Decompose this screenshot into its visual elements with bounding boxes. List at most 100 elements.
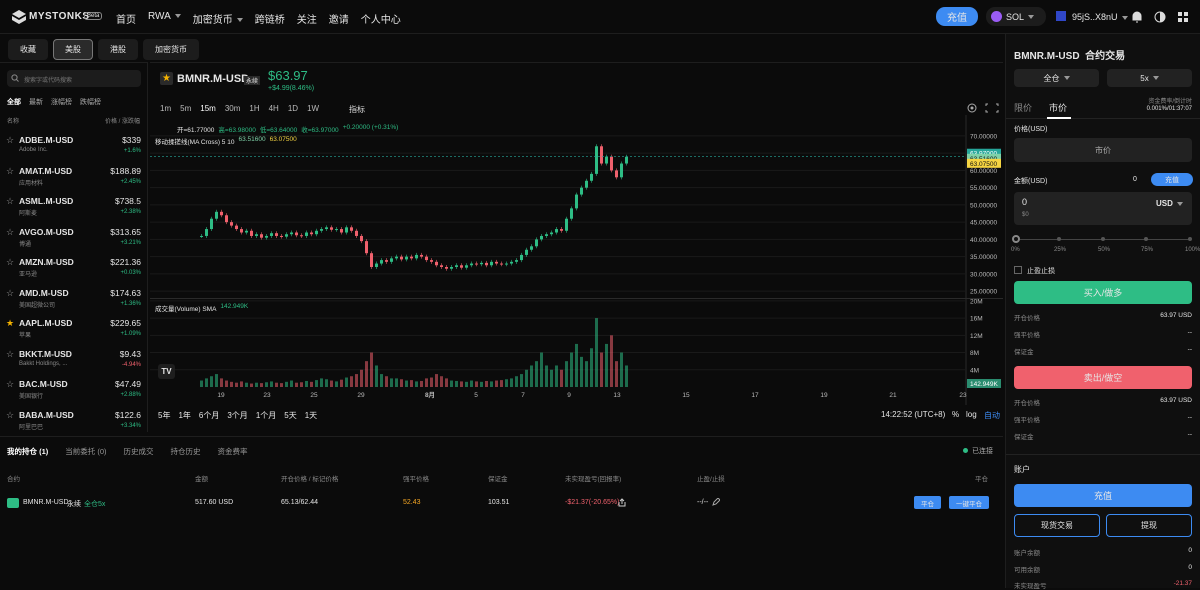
deposit-button[interactable]: 充值	[936, 7, 978, 26]
nav-item[interactable]: 邀请	[328, 15, 349, 26]
nav-item[interactable]: 跨链桥	[254, 15, 285, 26]
leverage[interactable]: 5x	[1107, 69, 1192, 87]
stock-row[interactable]: ☆ BABA.M-USD 阿里巴巴 $122.6 +3.34%	[0, 407, 148, 438]
interval[interactable]: 5m	[180, 104, 192, 113]
position-tab[interactable]: 持仓历史	[170, 447, 201, 456]
margin-mode[interactable]: 全仓	[1014, 69, 1099, 87]
amount-input[interactable]	[1014, 192, 1192, 225]
interval[interactable]: 15m	[200, 104, 216, 113]
pct-toggle[interactable]: %	[952, 410, 960, 419]
stock-row[interactable]: ☆ BAC.M-USD 美国银行 $47.49 +2.88%	[0, 376, 148, 407]
market-tab[interactable]: 美股	[53, 39, 93, 60]
search-box[interactable]: 搜索字或代码搜索	[7, 70, 141, 87]
price-input[interactable]: 市价	[1014, 138, 1192, 162]
interval[interactable]: 1m	[160, 104, 172, 113]
stock-price: $221.36	[110, 257, 141, 267]
y-tick-label: 40.00000	[970, 237, 997, 244]
volume-bar	[435, 374, 438, 387]
range[interactable]: 1天	[304, 411, 318, 420]
stock-symbol: BKKT.M-USD	[19, 348, 72, 359]
stock-row[interactable]: ☆ BKKT.M-USD Bakkt Holdings, ... $9.43 -4.94…	[0, 346, 148, 377]
interval[interactable]: 4H	[268, 104, 279, 113]
chart-tools[interactable]	[966, 102, 1000, 114]
position-tab[interactable]: 我的持仓 (1)	[7, 447, 49, 456]
volume-bar	[390, 378, 393, 387]
interval[interactable]: 1D	[287, 104, 299, 113]
range[interactable]: 5天	[284, 411, 297, 420]
stock-row[interactable]: ☆ AVGO.M-USD 博通 $313.65 +3.21%	[0, 224, 148, 255]
spot-button[interactable]: 现货交易	[1014, 514, 1100, 537]
stock-name: 亚马逊	[19, 272, 38, 278]
range[interactable]: 6个月	[198, 411, 220, 420]
market-tab[interactable]: 港股	[98, 39, 138, 60]
star: ☆	[6, 226, 15, 237]
nav-item[interactable]: 个人中心	[360, 15, 401, 26]
wallet[interactable]: 95jS..X8nU	[1056, 11, 1128, 22]
chain-icon	[991, 11, 1002, 22]
leverage-text: 5x	[1140, 73, 1149, 83]
order-type[interactable]: 市价	[1049, 103, 1068, 113]
nav-icons[interactable]	[1130, 10, 1190, 24]
interval[interactable]: 30m	[224, 104, 241, 113]
nav-item[interactable]: 加密货币	[193, 11, 243, 26]
logo[interactable]: MYSTONKS	[29, 11, 90, 22]
stock-row[interactable]: ☆ ASML.M-USD 阿斯麦 $738.5 +2.38%	[0, 193, 148, 224]
filter-tab[interactable]: 最新	[29, 99, 43, 106]
y-tick-label: 55.00000	[970, 185, 997, 192]
deposit-pill[interactable]: 充值	[1151, 173, 1193, 186]
buy-button[interactable]: 买入/做多	[1014, 281, 1192, 304]
divider	[1006, 454, 1200, 455]
withdraw-button[interactable]: 提现	[1106, 514, 1192, 537]
slider-handle[interactable]	[1012, 235, 1020, 243]
ohlc-value: 收=63.97000	[301, 127, 339, 134]
auto-toggle[interactable]: 自动	[984, 411, 1000, 420]
log-toggle[interactable]: log	[966, 410, 977, 419]
nav-item[interactable]: RWA	[148, 11, 181, 26]
position-tab[interactable]: 当前委托 (0)	[65, 447, 107, 456]
candle	[570, 208, 573, 219]
stock-name: 美国超微公司	[19, 302, 56, 309]
filter-tab[interactable]: 全部	[7, 99, 21, 106]
stock-row[interactable]: ★ AAPL.M-USD 苹果 $229.65 +1.09%	[0, 315, 148, 346]
stock-row[interactable]: ☆ AMAT.M-USD 应用材料 $188.89 +2.45%	[0, 163, 148, 194]
search-icon	[11, 74, 19, 82]
chain-select[interactable]: SOL	[986, 7, 1046, 26]
filter-tab[interactable]: 跌幅榜	[80, 99, 101, 106]
nav-item[interactable]: 首页	[116, 15, 136, 26]
position-tab[interactable]: 历史成交	[123, 447, 154, 456]
market-tab[interactable]: 加密货币	[143, 39, 199, 60]
volume-bar	[370, 352, 373, 387]
range[interactable]: 1个月	[255, 411, 277, 420]
x-tick-label: 23	[959, 392, 967, 399]
share-icon[interactable]	[618, 498, 626, 507]
tpsl-checkbox[interactable]	[1014, 266, 1022, 274]
range[interactable]: 1年	[178, 411, 191, 420]
stock-row[interactable]: ☆ AMD.M-USD 美国超微公司 $174.63 +1.36%	[0, 285, 148, 316]
nav-item[interactable]: 关注	[296, 15, 317, 26]
indicator-button[interactable]: 指标	[349, 105, 365, 114]
fav-star[interactable]: ★	[160, 72, 173, 85]
stock-row[interactable]: ☆ AMZN.M-USD 亚马逊 $221.36 +0.03%	[0, 254, 148, 285]
interval[interactable]: 1W	[307, 104, 320, 113]
tab-underline	[1047, 117, 1071, 119]
sell-button[interactable]: 卖出/做空	[1014, 366, 1192, 389]
stock-row[interactable]: ☆ ADBE.M-USD Adobe Inc. $339 +1.6%	[0, 132, 148, 163]
range[interactable]: 3个月	[227, 411, 248, 420]
col-header: 保证金	[488, 476, 508, 483]
close-button[interactable]: 平仓	[914, 496, 941, 509]
range[interactable]: 5年	[158, 411, 171, 420]
order-type[interactable]: 限价	[1014, 103, 1033, 113]
col-header: 强平价格	[403, 476, 429, 483]
stock-symbol: AAPL.M-USD	[19, 318, 73, 328]
x-tick-label: 19	[217, 392, 225, 399]
interval[interactable]: 1H	[249, 104, 260, 113]
volume-bar	[395, 378, 398, 387]
edit-icon[interactable]	[712, 498, 720, 506]
position-tab[interactable]: 资金费率	[217, 447, 248, 456]
account-deposit[interactable]: 充值	[1014, 484, 1192, 507]
close-all-button[interactable]: 一键平仓	[949, 496, 989, 509]
volume-bar	[550, 369, 553, 387]
filter-tab[interactable]: 涨幅榜	[51, 99, 72, 106]
market-tab[interactable]: 收藏	[8, 39, 48, 60]
unit[interactable]: USD	[1156, 199, 1183, 208]
